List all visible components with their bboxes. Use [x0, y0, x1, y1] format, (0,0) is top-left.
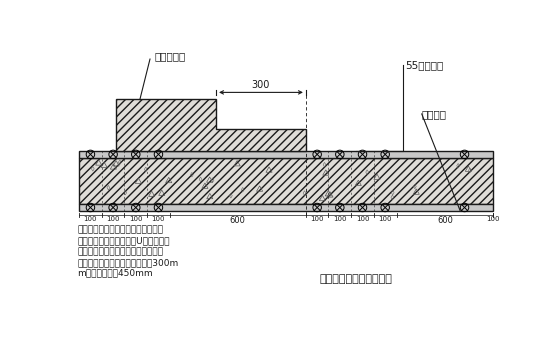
Text: 接固定，墙面支撑体系按照常规做法: 接固定，墙面支撑体系按照常规做法 — [77, 247, 164, 256]
Text: 成与小钢模孔径对应，用U型卡满布连: 成与小钢模孔径对应，用U型卡满布连 — [77, 236, 170, 245]
Text: 100: 100 — [333, 216, 347, 222]
Text: 100: 100 — [83, 216, 97, 222]
Text: 大模板与小钢模连接构造: 大模板与小钢模连接构造 — [320, 274, 393, 285]
Text: 55型钢模板: 55型钢模板 — [405, 61, 443, 70]
Bar — [79, 151, 493, 158]
Text: 100: 100 — [310, 216, 324, 222]
Text: 注：大模板与小钢模连接处，定型作: 注：大模板与小钢模连接处，定型作 — [77, 226, 164, 235]
Text: m，其余间距为450mm: m，其余间距为450mm — [77, 269, 153, 278]
FancyBboxPatch shape — [79, 158, 493, 204]
Text: 600: 600 — [230, 216, 246, 225]
Bar — [79, 204, 493, 211]
Text: 100: 100 — [379, 216, 392, 222]
Text: 止水螺杆: 止水螺杆 — [422, 109, 447, 119]
Text: 100: 100 — [356, 216, 369, 222]
Text: 100: 100 — [487, 216, 500, 222]
Text: 100: 100 — [152, 216, 165, 222]
Text: 100: 100 — [106, 216, 120, 222]
Text: 100: 100 — [129, 216, 143, 222]
Text: 300: 300 — [252, 80, 270, 90]
Text: 600: 600 — [437, 216, 453, 225]
Text: 柱两侧第一排止水螺杆竖向间距300m: 柱两侧第一排止水螺杆竖向间距300m — [77, 258, 179, 267]
Polygon shape — [116, 99, 306, 151]
Text: 定型钢模板: 定型钢模板 — [155, 51, 186, 61]
